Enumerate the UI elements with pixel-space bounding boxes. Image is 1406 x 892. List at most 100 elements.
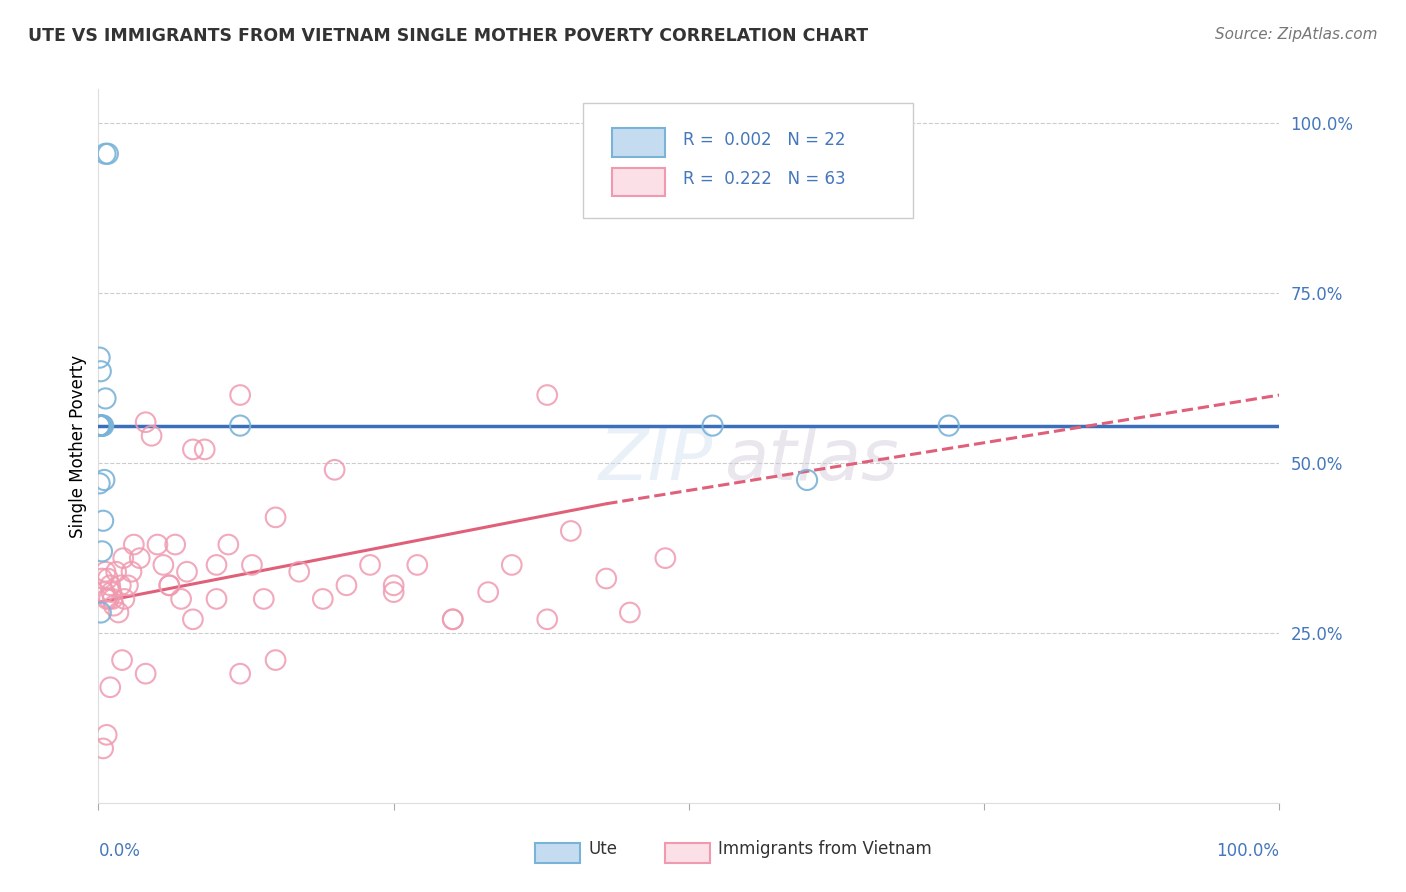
Point — [288, 565, 311, 579]
Point — [94, 392, 117, 406]
Point — [94, 565, 117, 579]
Point — [441, 612, 464, 626]
Point — [312, 591, 335, 606]
Point — [93, 473, 115, 487]
Point — [146, 537, 169, 551]
Text: atlas: atlas — [724, 425, 898, 495]
Point — [441, 612, 464, 626]
Point — [93, 585, 115, 599]
Text: UTE VS IMMIGRANTS FROM VIETNAM SINGLE MOTHER POVERTY CORRELATION CHART: UTE VS IMMIGRANTS FROM VIETNAM SINGLE MO… — [28, 27, 869, 45]
Point — [253, 591, 276, 606]
Point — [335, 578, 357, 592]
Point — [117, 578, 139, 592]
Point — [382, 585, 405, 599]
Point — [94, 146, 117, 161]
Point — [938, 418, 960, 433]
Point — [91, 741, 114, 756]
Point — [406, 558, 429, 572]
Point — [264, 653, 287, 667]
Point — [560, 524, 582, 538]
Point — [135, 415, 157, 429]
Point — [264, 510, 287, 524]
Point — [91, 418, 114, 433]
Point — [128, 551, 150, 566]
FancyBboxPatch shape — [665, 844, 710, 863]
Point — [98, 680, 121, 694]
Point — [97, 572, 120, 586]
Point — [112, 551, 135, 566]
Text: R =  0.222   N = 63: R = 0.222 N = 63 — [683, 169, 845, 188]
Point — [229, 666, 252, 681]
Point — [91, 514, 114, 528]
Point — [619, 606, 641, 620]
Point — [240, 558, 263, 572]
FancyBboxPatch shape — [612, 168, 665, 196]
Point — [97, 146, 120, 161]
Point — [157, 578, 180, 592]
Point — [89, 476, 111, 491]
Point — [359, 558, 381, 572]
Point — [157, 578, 180, 592]
Text: ZIP: ZIP — [598, 425, 713, 495]
Point — [107, 606, 129, 620]
Point — [90, 418, 112, 433]
Point — [382, 578, 405, 592]
Point — [501, 558, 523, 572]
Point — [135, 666, 157, 681]
Y-axis label: Single Mother Poverty: Single Mother Poverty — [69, 354, 87, 538]
Point — [181, 442, 204, 457]
Point — [110, 578, 132, 592]
Point — [194, 442, 217, 457]
Point — [98, 578, 121, 592]
Point — [98, 591, 121, 606]
Text: R =  0.002   N = 22: R = 0.002 N = 22 — [683, 130, 845, 149]
FancyBboxPatch shape — [582, 103, 914, 218]
Text: Ute: Ute — [589, 840, 617, 858]
Point — [111, 653, 134, 667]
Point — [91, 418, 114, 433]
Point — [796, 473, 818, 487]
Point — [536, 612, 558, 626]
Point — [654, 551, 676, 566]
Point — [91, 418, 114, 433]
Point — [91, 418, 114, 433]
Point — [103, 599, 125, 613]
Point — [89, 418, 111, 433]
Point — [217, 537, 239, 551]
Text: Source: ZipAtlas.com: Source: ZipAtlas.com — [1215, 27, 1378, 42]
Point — [121, 565, 143, 579]
Point — [90, 364, 112, 378]
Point — [141, 429, 163, 443]
Point — [91, 572, 114, 586]
Point — [702, 418, 724, 433]
Point — [477, 585, 499, 599]
Point — [122, 537, 145, 551]
Point — [90, 418, 112, 433]
Text: Immigrants from Vietnam: Immigrants from Vietnam — [718, 840, 932, 858]
Point — [536, 388, 558, 402]
Point — [229, 418, 252, 433]
FancyBboxPatch shape — [612, 128, 665, 157]
Point — [91, 544, 114, 558]
Point — [205, 558, 228, 572]
Point — [89, 418, 111, 433]
Point — [170, 591, 193, 606]
Point — [176, 565, 198, 579]
Point — [100, 585, 122, 599]
Point — [595, 572, 617, 586]
Point — [89, 351, 111, 365]
Point — [152, 558, 174, 572]
Point — [96, 728, 118, 742]
Point — [90, 606, 112, 620]
Text: 0.0%: 0.0% — [98, 842, 141, 860]
Point — [165, 537, 187, 551]
Point — [229, 388, 252, 402]
Text: 100.0%: 100.0% — [1216, 842, 1279, 860]
Point — [112, 591, 135, 606]
Point — [96, 591, 118, 606]
Point — [101, 591, 124, 606]
Point — [205, 591, 228, 606]
Point — [323, 463, 346, 477]
Point — [181, 612, 204, 626]
Point — [105, 565, 128, 579]
